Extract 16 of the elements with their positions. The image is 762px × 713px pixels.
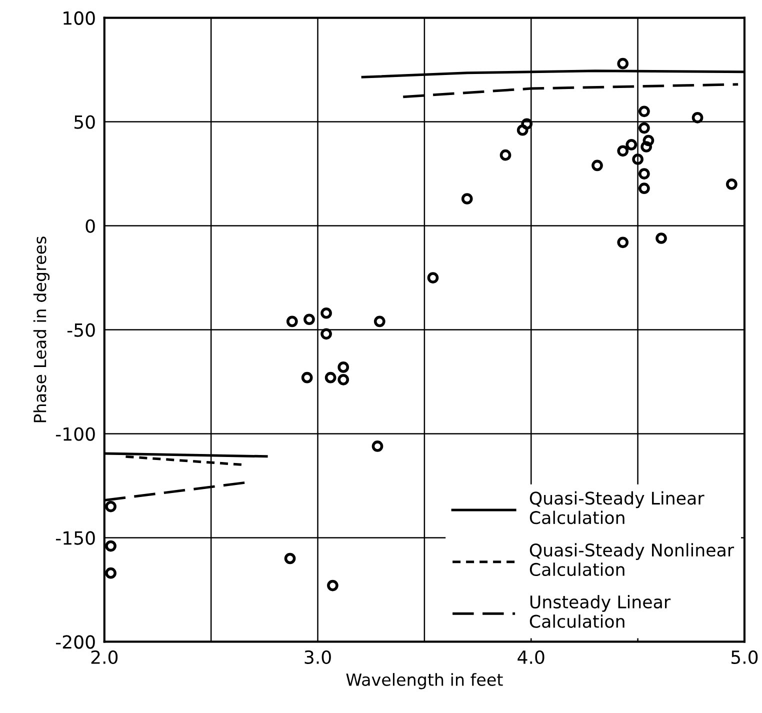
y-tick-label: 100 (64, 11, 95, 25)
y-tick-label: -100 (56, 427, 95, 441)
y-tick-label: -50 (67, 323, 95, 337)
y-tick-label: 50 (74, 115, 95, 129)
y-tick-label: -200 (56, 635, 95, 649)
y-axis-title: Phase Lead in degrees (33, 236, 50, 422)
legend-label: Quasi-Steady Nonlinear Calculation (530, 543, 734, 576)
legend-label: Quasi-Steady Linear Calculation (530, 491, 704, 524)
x-tick-label: 2.0 (91, 650, 118, 664)
x-tick-label: 3.0 (304, 650, 331, 664)
x-tick-label: 4.0 (518, 650, 544, 664)
x-axis-title: Wavelength in feet (346, 673, 503, 690)
y-tick-label: 0 (86, 219, 95, 233)
legend-label: Unsteady Linear Calculation (530, 595, 671, 628)
y-tick-label: -150 (56, 531, 95, 545)
x-tick-label: 5.0 (732, 650, 758, 664)
